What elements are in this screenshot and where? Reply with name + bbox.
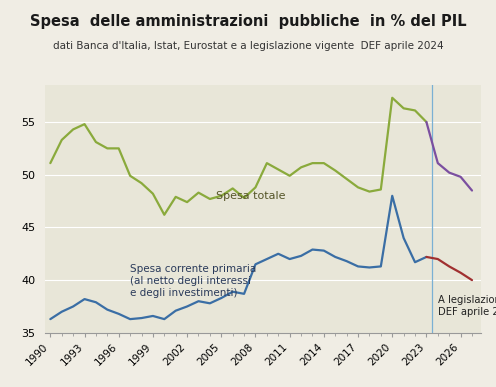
Text: dati Banca d'Italia, Istat, Eurostat e a legislazione vigente  DEF aprile 2024: dati Banca d'Italia, Istat, Eurostat e a… [53,41,443,51]
Text: A legislazione vigente
DEF aprile 2024: A legislazione vigente DEF aprile 2024 [438,295,496,317]
Text: Spesa  delle amministrazioni  pubbliche  in % del PIL: Spesa delle amministrazioni pubbliche in… [30,14,466,29]
Text: Spesa totale: Spesa totale [216,190,285,200]
Text: Spesa corrente primaria
(al netto degli interessi
e degli investimenti): Spesa corrente primaria (al netto degli … [130,264,256,298]
